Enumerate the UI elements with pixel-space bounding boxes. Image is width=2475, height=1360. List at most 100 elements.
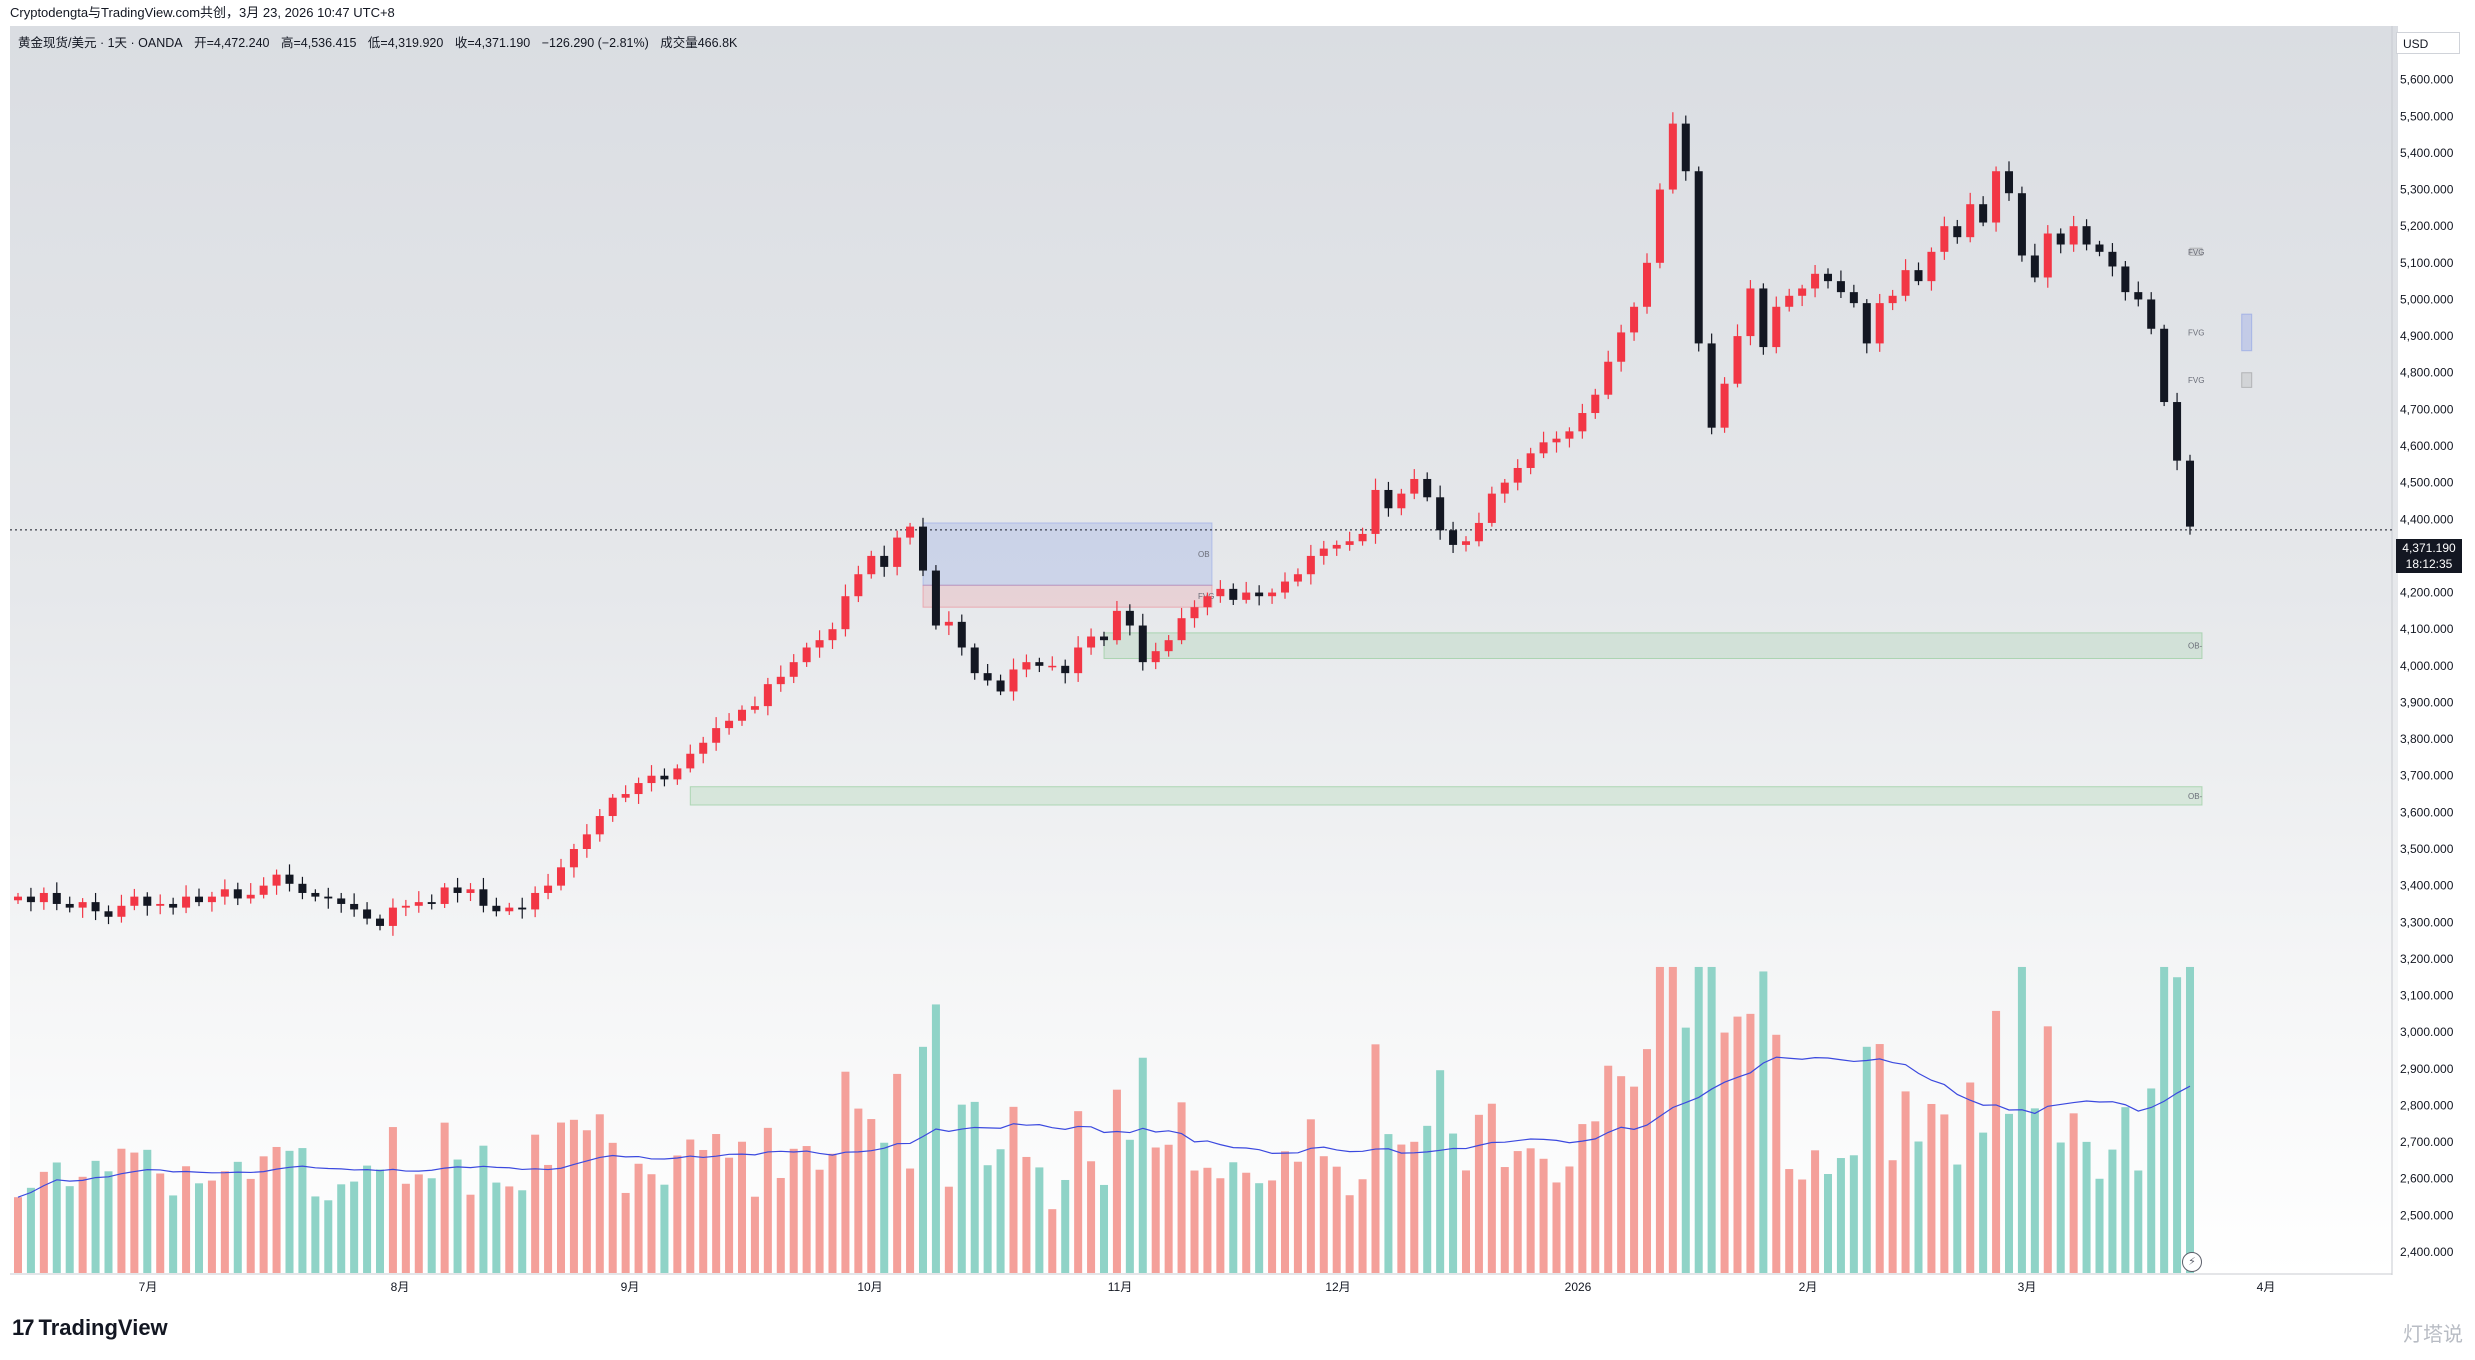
x-tick-label: 12月 xyxy=(1325,1280,1350,1294)
volume-bar xyxy=(1630,1086,1639,1273)
volume-bar xyxy=(828,1153,837,1273)
x-tick-label: 10月 xyxy=(857,1280,882,1294)
x-tick-label: 11月 xyxy=(1108,1280,1132,1294)
legend-symbol[interactable]: 黄金现货/美元 · 1天 · OANDA xyxy=(18,36,183,50)
zone-label: FVG xyxy=(2188,328,2204,337)
bar-countdown: 18:12:35 xyxy=(2405,557,2453,571)
tradingview-logo[interactable]: 17 TradingView xyxy=(12,1315,168,1341)
candle-body xyxy=(660,775,669,780)
volume-bar xyxy=(1565,1166,1574,1273)
candle-body xyxy=(1979,204,1988,223)
y-tick-label: 3,400.000 xyxy=(2400,879,2454,893)
y-tick-label: 4,200.000 xyxy=(2400,586,2454,600)
volume-bar xyxy=(259,1156,268,1273)
volume-bar xyxy=(1009,1106,1018,1273)
volume-bar xyxy=(2173,977,2182,1273)
volume-bar xyxy=(1720,1032,1729,1273)
candle-body xyxy=(970,647,979,674)
volume-bar xyxy=(1280,1151,1290,1273)
volume-bar xyxy=(1823,1174,1833,1273)
volume-bar xyxy=(518,1190,527,1273)
candle-body xyxy=(1332,544,1341,549)
candle-body xyxy=(2147,299,2156,329)
candle-body xyxy=(337,898,346,904)
volume-bar xyxy=(595,1114,604,1273)
lightning-icon[interactable]: ⚡ xyxy=(2182,1252,2202,1272)
volume-bar xyxy=(1759,971,1768,1273)
volume-bar xyxy=(556,1122,566,1273)
x-tick-label: 8月 xyxy=(391,1280,410,1294)
candle-body xyxy=(130,896,139,906)
candle-body xyxy=(608,797,617,817)
candle-body xyxy=(1384,489,1393,509)
volume-bar xyxy=(841,1071,850,1273)
candle-body xyxy=(802,647,811,663)
candle-body xyxy=(1487,493,1496,523)
candle-body xyxy=(1009,669,1018,692)
y-tick-label: 3,600.000 xyxy=(2400,805,2454,819)
volume-bar xyxy=(647,1174,656,1273)
candle-body xyxy=(750,706,759,710)
candle-body xyxy=(1811,273,1820,289)
volume-bar xyxy=(388,1127,397,1273)
volume-bar xyxy=(1772,1034,1781,1273)
volume-bar xyxy=(1332,1166,1341,1273)
volume-bar xyxy=(983,1165,992,1273)
zone-label: OB- xyxy=(2188,792,2203,801)
candle-body xyxy=(1112,610,1121,641)
volume-bar xyxy=(39,1171,48,1273)
watermark: 灯塔说 xyxy=(2403,1324,2463,1346)
volume-bar xyxy=(117,1148,126,1273)
candle-body xyxy=(298,883,307,893)
volume-bar xyxy=(1048,1209,1057,1273)
y-tick-label: 2,900.000 xyxy=(2400,1062,2454,1076)
volume-bar xyxy=(1022,1156,1031,1273)
volume-bar xyxy=(880,1142,889,1273)
volume-bar xyxy=(1190,1170,1199,1273)
candle-body xyxy=(1940,226,1949,252)
volume-bar xyxy=(867,1119,876,1273)
candle-body xyxy=(1992,171,2001,223)
volume-bar xyxy=(1500,1167,1509,1273)
volume-bar xyxy=(1901,1091,1910,1273)
candle-body xyxy=(13,896,23,901)
volume-bar xyxy=(1035,1167,1044,1273)
volume-bar xyxy=(2004,1113,2014,1273)
candle-body xyxy=(2030,255,2039,278)
zone-fvg-box xyxy=(2241,372,2253,388)
y-tick-label: 2,600.000 xyxy=(2400,1172,2454,1186)
volume-bar xyxy=(2108,1149,2117,1273)
candle-body xyxy=(1293,574,1302,582)
candle-body xyxy=(453,887,462,893)
price-chart-svg[interactable]: 5,700.0005,600.0005,500.0005,400.0005,30… xyxy=(0,0,2475,1300)
candle-body xyxy=(918,526,928,571)
y-tick-label: 4,800.000 xyxy=(2400,366,2454,380)
y-tick-label: 2,700.000 xyxy=(2400,1135,2454,1149)
volume-bar xyxy=(1061,1179,1070,1273)
candle-body xyxy=(1772,306,1781,348)
volume-bar xyxy=(1164,1144,1173,1273)
candle-body xyxy=(2134,292,2143,300)
volume-bar xyxy=(1358,1179,1367,1273)
volume-bar xyxy=(906,1168,915,1273)
y-tick-label: 3,200.000 xyxy=(2400,952,2454,966)
volume-bar xyxy=(699,1149,708,1273)
volume-bar xyxy=(220,1171,229,1273)
y-tick-label: 3,000.000 xyxy=(2400,1025,2454,1039)
currency-selector[interactable]: USD xyxy=(2396,32,2460,54)
volume-bar xyxy=(1242,1172,1251,1273)
volume-bar xyxy=(582,1130,591,1273)
volume-bar xyxy=(2069,1113,2078,1273)
candle-body xyxy=(725,720,734,729)
candle-body xyxy=(2082,226,2091,245)
candle-body xyxy=(556,867,566,886)
candle-body xyxy=(1087,636,1096,648)
volume-bar xyxy=(621,1192,630,1273)
candle-body xyxy=(259,885,268,895)
y-tick-label: 5,100.000 xyxy=(2400,256,2454,270)
volume-bar xyxy=(1487,1103,1496,1273)
volume-bar xyxy=(2185,966,2195,1273)
volume-bar xyxy=(2147,1088,2156,1273)
volume-bar xyxy=(2121,1107,2130,1273)
candle-body xyxy=(1229,588,1238,600)
